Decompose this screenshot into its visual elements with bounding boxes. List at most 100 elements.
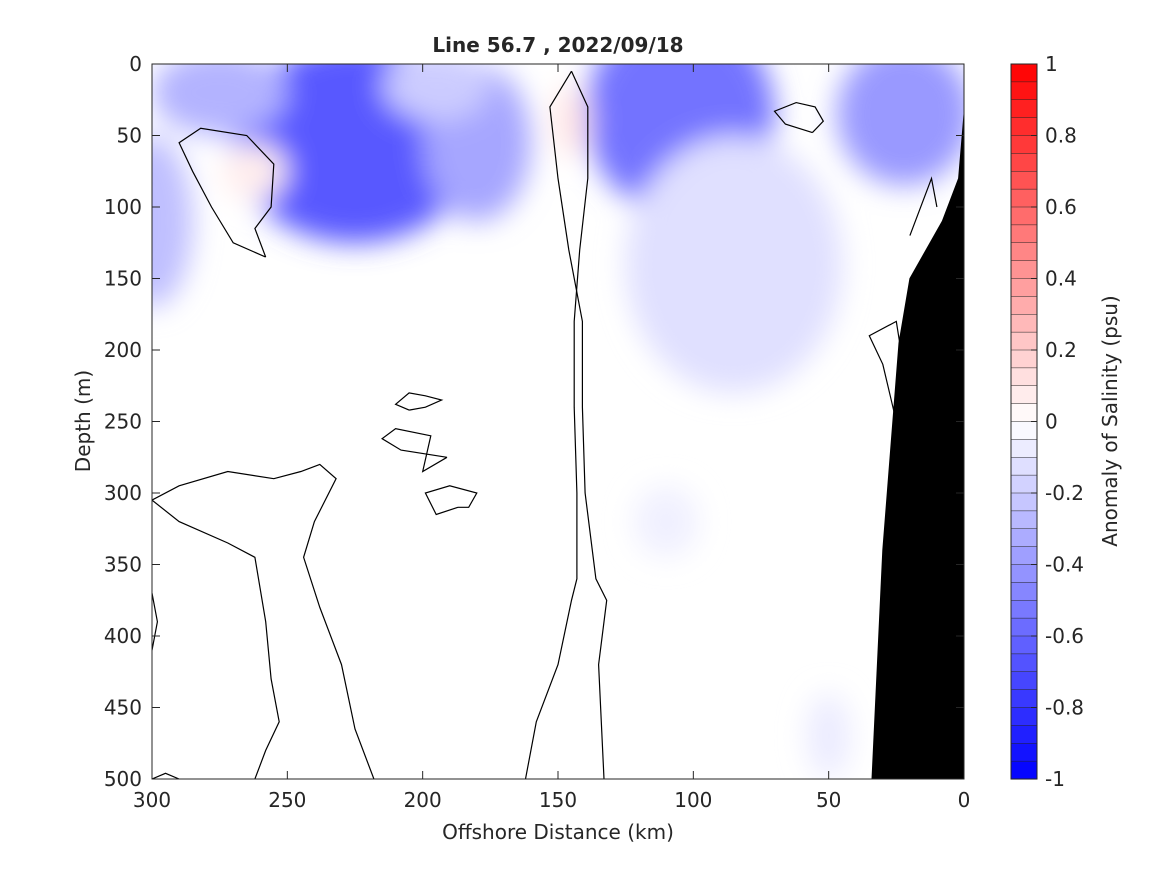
colorbar-segment bbox=[1010, 385, 1038, 405]
anomaly-feature bbox=[807, 693, 851, 779]
colorbar-segment bbox=[1010, 367, 1038, 387]
colorbar-tick-label: -1 bbox=[1045, 767, 1065, 791]
colorbar-segment bbox=[1010, 63, 1038, 83]
anomaly-blobs bbox=[152, 64, 964, 779]
colorbar-segment bbox=[1010, 707, 1038, 726]
x-tick-label: 100 bbox=[674, 788, 712, 812]
zero-contour-line bbox=[549, 70, 608, 779]
colorbar-segment bbox=[1010, 99, 1038, 119]
colorbar-segment bbox=[1010, 546, 1038, 566]
colorbar-label: Anomaly of Salinity (psu) bbox=[1098, 295, 1122, 546]
colorbar-segment bbox=[1010, 653, 1038, 673]
colorbar-segment bbox=[1010, 671, 1038, 691]
colorbar-segment bbox=[1010, 725, 1038, 744]
colorbar-segment bbox=[1010, 171, 1038, 190]
colorbar-segment bbox=[1010, 331, 1038, 351]
colorbar-segment bbox=[1010, 206, 1038, 226]
zero-contour-line bbox=[424, 485, 478, 516]
y-axis: 0 50 100 150 200 250 300 350 400 450 500 bbox=[104, 52, 964, 791]
colorbar-segment bbox=[1010, 474, 1038, 494]
anomaly-feature bbox=[625, 135, 843, 393]
colorbar-segment bbox=[1010, 528, 1038, 548]
anomaly-feature bbox=[836, 64, 964, 186]
x-tick-label: 250 bbox=[268, 788, 306, 812]
colorbar-segment bbox=[1010, 510, 1038, 530]
colorbar-tick-label: -0.4 bbox=[1045, 553, 1084, 577]
colorbar-tick-label: 0.2 bbox=[1045, 338, 1077, 362]
y-tick-label: 250 bbox=[104, 410, 142, 434]
y-tick-label: 100 bbox=[104, 195, 142, 219]
colorbar-segment bbox=[1010, 188, 1038, 208]
colorbar-segment bbox=[1010, 492, 1038, 512]
y-tick-label: 0 bbox=[129, 52, 142, 76]
y-axis-label: Depth (m) bbox=[71, 370, 95, 472]
colorbar-segment bbox=[1010, 635, 1038, 655]
colorbar-segment bbox=[1010, 617, 1038, 637]
x-tick-label: 300 bbox=[133, 788, 171, 812]
y-tick-label: 150 bbox=[104, 267, 142, 291]
x-axis-label: Offshore Distance (km) bbox=[442, 820, 674, 844]
colorbar-tick-label: 1 bbox=[1045, 52, 1058, 76]
y-tick-label: 350 bbox=[104, 553, 142, 577]
colorbar-segment bbox=[1010, 81, 1038, 101]
colorbar-segment bbox=[1010, 278, 1038, 297]
y-tick-label: 50 bbox=[117, 124, 142, 148]
zero-contour-line bbox=[152, 499, 280, 779]
colorbar-tick-label: 0.6 bbox=[1045, 195, 1077, 219]
land-mask-layer bbox=[871, 114, 964, 779]
anomaly-field-layer bbox=[152, 64, 964, 779]
y-tick-label: 300 bbox=[104, 481, 142, 505]
colorbar: 1 0.8 0.6 0.4 0.2 0 -0.2 -0.4 -0.6 -0.8 -1 bbox=[1010, 52, 1084, 791]
zero-contour-line bbox=[152, 772, 180, 779]
zero-contour-line bbox=[381, 428, 448, 473]
colorbar-segment bbox=[1010, 153, 1038, 172]
colorbar-segment bbox=[1010, 457, 1038, 476]
zero-contour-line bbox=[909, 176, 938, 236]
x-tick-label: 200 bbox=[404, 788, 442, 812]
y-tick-label: 500 bbox=[104, 767, 142, 791]
colorbar-segment bbox=[1010, 564, 1038, 583]
colorbar-segment bbox=[1010, 582, 1038, 601]
zero-contour-line bbox=[773, 101, 825, 134]
colorbar-tick-label: -0.2 bbox=[1045, 481, 1084, 505]
anomaly-feature bbox=[633, 485, 699, 558]
colorbar-tick-label: -0.8 bbox=[1045, 696, 1084, 720]
y-tick-label: 400 bbox=[104, 624, 142, 648]
land-mask bbox=[871, 114, 964, 779]
anomaly-feature bbox=[152, 64, 288, 136]
colorbar-segment bbox=[1010, 349, 1038, 369]
x-tick-label: 150 bbox=[539, 788, 577, 812]
colorbar-segment bbox=[1010, 242, 1038, 262]
colorbar-segment bbox=[1010, 689, 1038, 709]
colorbar-tick-label: 0.4 bbox=[1045, 267, 1077, 291]
colorbar-segment bbox=[1010, 135, 1038, 154]
chart-title: Line 56.7 , 2022/09/18 bbox=[432, 33, 683, 57]
colorbar-tick-label: -0.6 bbox=[1045, 624, 1084, 648]
colorbar-segment bbox=[1010, 296, 1038, 315]
colorbar-segment bbox=[1010, 760, 1038, 780]
colorbar-tick-label: 0.8 bbox=[1045, 124, 1077, 148]
zero-contour-line bbox=[394, 392, 444, 411]
colorbar-segment bbox=[1010, 224, 1038, 244]
colorbar-segment bbox=[1010, 403, 1038, 423]
y-tick-label: 200 bbox=[104, 338, 142, 362]
x-tick-label: 50 bbox=[816, 788, 841, 812]
anomaly-feature bbox=[222, 142, 288, 200]
colorbar-segment bbox=[1010, 117, 1038, 137]
anomaly-feature bbox=[152, 135, 193, 308]
colorbar-segment bbox=[1010, 421, 1038, 440]
zero-contour-layer bbox=[152, 70, 938, 779]
x-tick-label: 0 bbox=[958, 788, 971, 812]
colorbar-segment bbox=[1010, 439, 1038, 458]
zero-contour-line bbox=[152, 592, 159, 651]
colorbar-segment bbox=[1010, 600, 1038, 619]
colorbar-segment bbox=[1010, 260, 1038, 280]
anomaly-feature bbox=[552, 85, 591, 157]
colorbar-segment bbox=[1010, 314, 1038, 333]
zero-contour-line bbox=[152, 463, 375, 779]
anomaly-feature bbox=[382, 64, 491, 122]
zero-contour-line bbox=[524, 70, 589, 779]
y-tick-label: 450 bbox=[104, 696, 142, 720]
